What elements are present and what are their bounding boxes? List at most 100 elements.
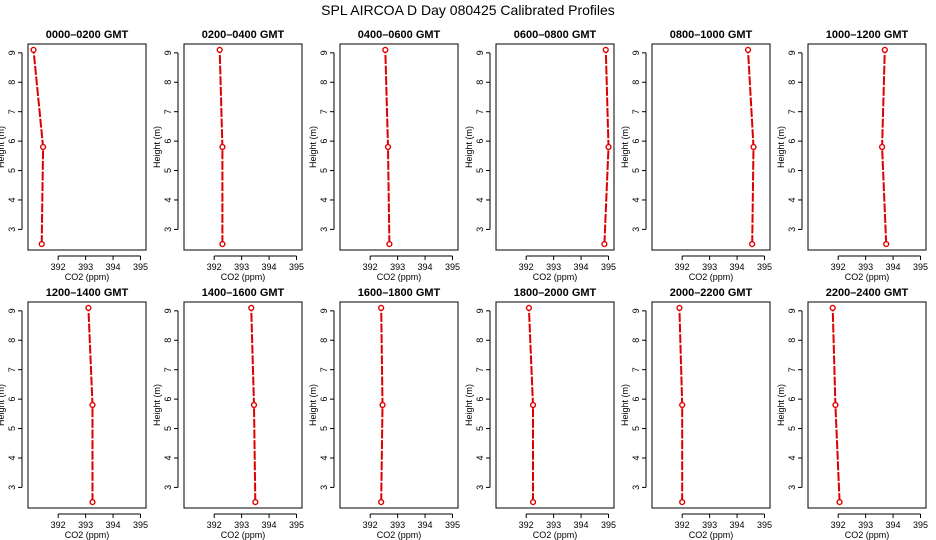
x-tick-label: 393 [390, 262, 405, 272]
y-tick-label: 9 [163, 50, 173, 55]
x-tick-label: 394 [262, 262, 277, 272]
panel-title: 1000–1200 GMT [826, 29, 909, 41]
x-tick-label: 395 [289, 262, 304, 272]
profile-panel: 0200–0400 GMT 392 393 394 395 CO2 (ppm) 3 4 5 6 7 8… [152, 29, 304, 282]
y-axis-label: Height (m) [464, 384, 474, 426]
profile-point [386, 241, 393, 248]
x-tick-label: 395 [133, 262, 148, 272]
y-tick-label: 5 [163, 426, 173, 431]
x-tick-label: 394 [574, 520, 589, 530]
profile-point [378, 304, 385, 311]
profile-point [676, 304, 683, 311]
y-axis-label: Height (m) [0, 384, 6, 426]
y-tick-label: 6 [631, 139, 641, 144]
x-tick-label: 393 [78, 262, 93, 272]
x-tick-label: 392 [51, 520, 66, 530]
profile-point [89, 499, 96, 506]
y-tick-label: 7 [163, 367, 173, 372]
x-tick-label: 394 [730, 262, 745, 272]
profile-point [525, 304, 533, 311]
plot-frame [183, 43, 303, 251]
y-tick-label: 5 [787, 426, 797, 431]
profile-point [248, 304, 255, 311]
y-tick-label: 8 [631, 80, 641, 85]
y-tick-label: 9 [787, 50, 797, 55]
profile-point [378, 499, 385, 506]
x-axis-label: CO2 (ppm) [221, 530, 266, 540]
y-tick-label: 5 [7, 168, 17, 173]
x-axis-label: CO2 (ppm) [221, 272, 266, 282]
x-tick-label: 395 [757, 262, 772, 272]
x-axis-label: CO2 (ppm) [689, 272, 734, 282]
y-axis-label: Height (m) [152, 126, 162, 168]
profile-panel: 1400–1600 GMT 392 393 394 395 CO2 (ppm) 3 4 5 6 7 8… [152, 287, 304, 540]
y-tick-label: 5 [7, 426, 17, 431]
y-tick-label: 6 [319, 397, 329, 402]
y-tick-label: 9 [319, 308, 329, 313]
y-tick-label: 6 [163, 397, 173, 402]
y-tick-label: 4 [475, 455, 485, 460]
x-tick-label: 395 [913, 520, 928, 530]
x-tick-label: 393 [702, 262, 717, 272]
profile-point [829, 304, 836, 311]
y-tick-label: 4 [787, 455, 797, 460]
profile-point [679, 401, 686, 409]
profile-point [252, 499, 259, 506]
profile-point [382, 46, 389, 53]
x-tick-label: 392 [831, 262, 846, 272]
profile-point [750, 143, 757, 151]
profile-point [89, 401, 96, 409]
profile-panel: 2200–2400 GMT 392 393 394 395 CO2 (ppm) 3 4 5 6 7 8… [776, 287, 928, 540]
panel-title: 0600–0800 GMT [514, 29, 597, 41]
x-tick-label: 393 [702, 520, 717, 530]
y-tick-label: 7 [163, 109, 173, 114]
x-tick-label: 393 [858, 520, 873, 530]
x-axis-label: CO2 (ppm) [65, 272, 110, 282]
profile-point [219, 143, 226, 151]
y-tick-label: 3 [7, 227, 17, 232]
profile-point [679, 499, 686, 506]
panel-title: 0400–0600 GMT [358, 29, 441, 41]
y-axis-label: Height (m) [308, 126, 318, 168]
x-tick-label: 394 [886, 262, 901, 272]
profile-point [602, 46, 609, 53]
y-tick-label: 3 [475, 485, 485, 490]
profile-panel: 0400–0600 GMT 392 393 394 395 CO2 (ppm) 3 4 5 6 7 8… [308, 29, 460, 282]
profile-point [832, 401, 839, 409]
panel-title: 0000–0200 GMT [46, 29, 129, 41]
y-tick-label: 3 [631, 227, 641, 232]
y-tick-label: 7 [475, 109, 485, 114]
x-tick-label: 393 [858, 262, 873, 272]
x-tick-label: 394 [574, 262, 589, 272]
x-tick-label: 393 [546, 520, 561, 530]
y-tick-label: 3 [163, 485, 173, 490]
plot-frame [651, 43, 771, 251]
y-tick-label: 5 [319, 426, 329, 431]
panel-title: 1600–1800 GMT [358, 287, 441, 299]
x-tick-label: 392 [51, 262, 66, 272]
x-tick-label: 392 [675, 262, 690, 272]
x-tick-label: 392 [363, 520, 378, 530]
profile-point [878, 143, 886, 151]
y-tick-label: 6 [631, 397, 641, 402]
x-axis-label: CO2 (ppm) [377, 530, 422, 540]
y-tick-label: 4 [631, 455, 641, 460]
y-tick-label: 6 [7, 139, 17, 144]
profile-panel: 0600–0800 GMT 392 393 394 395 CO2 (ppm) 3 4 5 6 7 8… [464, 29, 616, 282]
y-tick-label: 7 [7, 367, 17, 372]
y-axis-label: Height (m) [620, 384, 630, 426]
profile-panel: 1200–1400 GMT 392 393 394 395 CO2 (ppm) 3 4 5 6 7 8… [0, 287, 148, 540]
x-tick-label: 394 [262, 520, 277, 530]
y-tick-label: 4 [787, 197, 797, 202]
y-tick-label: 7 [475, 367, 485, 372]
profile-point [85, 304, 92, 311]
y-tick-label: 8 [787, 80, 797, 85]
profile-panel: 2000–2200 GMT 392 393 394 395 CO2 (ppm) 3 4 5 6 7 8… [620, 287, 772, 540]
y-axis-label: Height (m) [464, 126, 474, 168]
x-tick-label: 394 [730, 520, 745, 530]
y-tick-label: 9 [163, 308, 173, 313]
y-axis-label: Height (m) [776, 126, 786, 168]
profile-point [219, 241, 226, 248]
